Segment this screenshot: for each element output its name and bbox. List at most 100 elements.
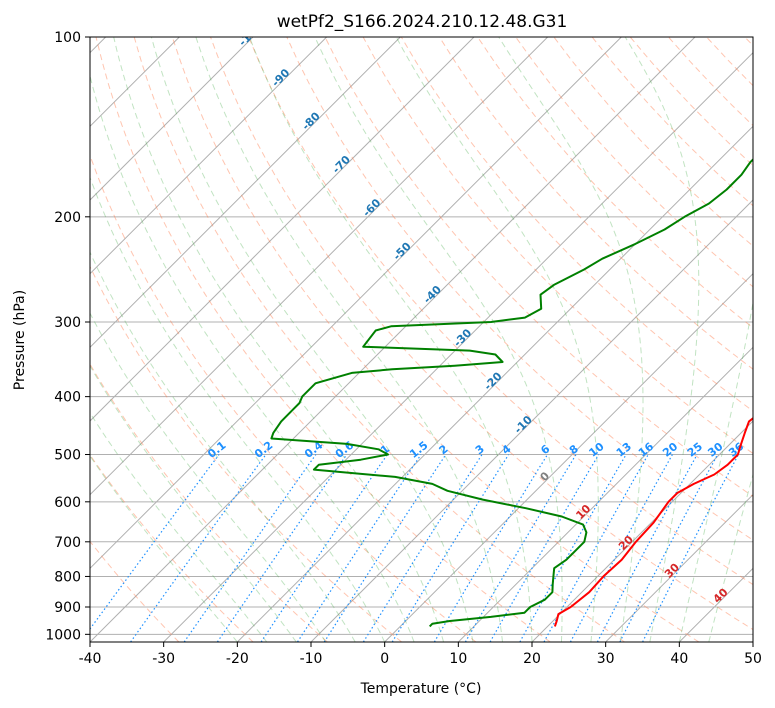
- mixing-ratio-label: 20: [660, 440, 680, 460]
- isotherm-line: [90, 37, 328, 275]
- mixing-ratio-label: 16: [636, 440, 656, 460]
- isotherm-line: [90, 37, 549, 496]
- isotherm-line: [384, 272, 753, 642]
- chart-title: wetPf2_S166.2024.210.12.48.G31: [277, 12, 568, 32]
- moist-adiabat-line: [395, 37, 599, 642]
- mixing-ratio-line: [90, 454, 220, 630]
- isotherm-line: [90, 37, 622, 570]
- isotherm-label: -80: [300, 109, 323, 132]
- x-tick-label: 30: [597, 651, 615, 667]
- dry-adiabat-line: [438, 37, 753, 370]
- moist-adiabat-line: [624, 37, 700, 642]
- isotherm-line: [531, 420, 753, 642]
- dry-adiabat-line: [90, 153, 477, 642]
- moist-adiabat-line: [90, 312, 327, 642]
- dry-adiabat-line: [706, 37, 753, 87]
- mixing-ratio-line: [619, 454, 719, 642]
- y-tick-label: 300: [54, 315, 81, 331]
- isotherm-label: -60: [360, 196, 383, 219]
- dry-adiabat-line: [400, 37, 753, 412]
- mixing-ratio-label: 30: [705, 440, 725, 460]
- isotherm-line: [678, 567, 753, 642]
- isotherm-label: 30: [662, 560, 682, 580]
- moist-adiabat-line: [90, 251, 356, 642]
- mixing-ratio-line: [569, 454, 673, 642]
- x-tick-label: 20: [523, 651, 541, 667]
- y-tick-label: 200: [54, 210, 81, 226]
- mixing-ratio-line: [183, 454, 317, 642]
- dry-adiabat-line: [591, 37, 753, 207]
- dry-adiabat-line: [90, 265, 403, 642]
- mixing-ratio-line: [596, 454, 698, 642]
- isotherm-line: [457, 346, 753, 642]
- mixing-ratio-line: [260, 454, 388, 642]
- moist-adiabat-line: [498, 37, 644, 642]
- mixing-ratio-line: [323, 454, 447, 642]
- moist-adiabat-line: [113, 37, 445, 642]
- x-tick-label: -40: [79, 651, 102, 667]
- dry-adiabat-line: [171, 37, 700, 642]
- dry-adiabat-line: [286, 37, 753, 541]
- dry-adiabat-line: [515, 37, 753, 288]
- x-tick-label: -20: [226, 651, 249, 667]
- mixing-ratio-line: [296, 454, 422, 642]
- dry-adiabat-line: [95, 37, 551, 642]
- isotherm-label: -10: [512, 413, 535, 436]
- isotherm-label: -70: [330, 153, 353, 176]
- y-tick-label: 800: [54, 569, 81, 585]
- moist-adiabat-line: [150, 37, 474, 642]
- y-tick-label: 100: [54, 30, 81, 46]
- temperature-line: [553, 417, 753, 627]
- x-tick-label: -10: [300, 651, 323, 667]
- mixing-ratio-label: 13: [614, 440, 634, 460]
- isotherm-label: -90: [269, 66, 292, 89]
- moist-adiabat-line: [708, 472, 753, 642]
- y-tick-label: 1000: [45, 627, 81, 643]
- isotherm-label: 10: [573, 502, 593, 522]
- moist-adiabat-line: [678, 299, 753, 642]
- mixing-ratio-label: 0.2: [252, 439, 275, 461]
- x-tick-label: 50: [744, 651, 762, 667]
- axes: -40 -30 -20 -10 0 10 20 30 40 50 1000 900 800 700 600 5…: [45, 30, 762, 667]
- x-axis-label: Temperature (°C): [360, 681, 482, 697]
- mixing-ratio-line: [216, 454, 348, 642]
- moist-adiabat-line: [195, 37, 503, 642]
- mixing-ratio-line: [519, 454, 627, 642]
- plot-frame: [89, 36, 754, 643]
- y-tick-label: 600: [54, 495, 81, 511]
- isotherm-label: -100: [236, 20, 265, 49]
- moist-adiabat-line: [90, 411, 268, 642]
- mixing-ratio-line: [464, 454, 577, 642]
- mixing-ratio-label: 0.1: [205, 439, 228, 461]
- x-tick-label: 40: [670, 651, 688, 667]
- y-tick-label: 700: [54, 535, 81, 551]
- y-axis-label: Pressure (hPa): [12, 290, 28, 390]
- isotherm-label: -20: [481, 369, 504, 392]
- mixing-ratio-label: 0.6: [333, 438, 357, 460]
- dry-adiabat-line: [324, 37, 753, 498]
- dry-adiabat-line: [90, 453, 254, 642]
- isotherm-line: [236, 125, 753, 642]
- dry-adiabat-line: [133, 37, 625, 642]
- dry-adiabat-line: [248, 37, 753, 586]
- moist-adiabat-line: [90, 455, 238, 642]
- isotherm-label: -50: [391, 239, 414, 262]
- dewpoint-line: [270, 158, 753, 628]
- isotherm-line: [310, 199, 753, 642]
- dry-adiabat-line: [477, 37, 753, 329]
- x-tick-label: -30: [152, 651, 175, 667]
- isotherm-line: [90, 37, 254, 201]
- mixing-ratio-label: 10: [587, 440, 607, 460]
- isotherm-line: [752, 641, 753, 642]
- y-tick-label: 900: [54, 600, 81, 616]
- mixing-ratio-line: [433, 454, 549, 642]
- isotherm-label: 40: [711, 585, 731, 605]
- dry-adiabat-line: [362, 37, 753, 455]
- dry-adiabat-line: [668, 37, 753, 127]
- y-tick-label: 500: [54, 448, 81, 464]
- x-tick-label: 10: [449, 651, 467, 667]
- isotherm-line: [90, 37, 475, 422]
- isotherm-label: -40: [421, 283, 444, 306]
- dry-adiabat-line: [744, 37, 753, 47]
